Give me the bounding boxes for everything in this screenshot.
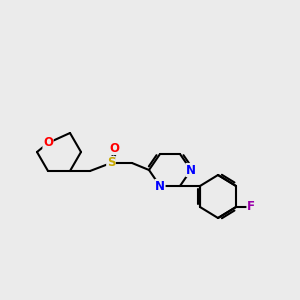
Text: N: N: [186, 164, 196, 176]
Text: S: S: [107, 157, 115, 169]
Text: O: O: [43, 136, 53, 149]
Text: O: O: [109, 142, 119, 154]
Text: N: N: [155, 179, 165, 193]
Text: F: F: [247, 200, 255, 214]
